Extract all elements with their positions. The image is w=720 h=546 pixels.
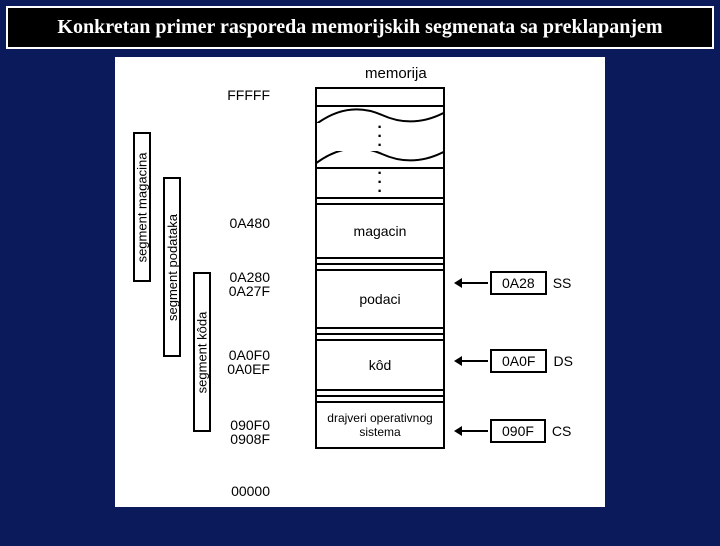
section-kod: kôd: [369, 357, 392, 373]
memory-diagram: memorija FFFFF 0A480 0A280 0A27F 0A0F0 0…: [115, 57, 605, 507]
addr-00000: 00000: [231, 483, 270, 499]
segment-bar-koda: segment kôda: [193, 272, 211, 432]
register-ss: 0A28 SS: [460, 271, 571, 295]
section-podaci: podaci: [359, 291, 400, 307]
section-magacin: magacin: [354, 223, 407, 239]
addr-0a27f: 0A27F: [229, 283, 270, 299]
memory-header-label: memorija: [365, 65, 427, 82]
addr-ffff: FFFFF: [227, 87, 270, 103]
reg-value-cs: 090F: [490, 419, 546, 443]
ellipsis-bot: ···: [315, 169, 445, 197]
section-drajveri: drajveri operativnog sistema: [317, 411, 443, 440]
addr-0a0ef: 0A0EF: [227, 361, 270, 377]
segment-bar-magacin: segment magacina: [133, 132, 151, 282]
arrow-icon: [460, 360, 488, 362]
segment-label-magacin: segment magacina: [135, 152, 150, 262]
title-bar: Konkretan primer rasporeda memorijskih s…: [6, 6, 714, 49]
reg-name-ss: SS: [553, 275, 572, 291]
segment-bar-podataka: segment podataka: [163, 177, 181, 357]
reg-value-ss: 0A28: [490, 271, 547, 295]
register-cs: 090F CS: [460, 419, 571, 443]
segment-label-koda: segment kôda: [195, 311, 210, 393]
segment-label-podataka: segment podataka: [165, 214, 180, 321]
addr-0a480: 0A480: [230, 215, 270, 231]
reg-name-cs: CS: [552, 423, 571, 439]
register-ds: 0A0F DS: [460, 349, 573, 373]
reg-name-ds: DS: [553, 353, 572, 369]
ellipsis-top: ···: [315, 123, 445, 151]
arrow-icon: [460, 282, 488, 284]
arrow-icon: [460, 430, 488, 432]
addr-0908f: 0908F: [230, 431, 270, 447]
reg-value-ds: 0A0F: [490, 349, 547, 373]
memory-column: ··· ··· magacin podaci kôd drajveri oper…: [315, 87, 445, 449]
